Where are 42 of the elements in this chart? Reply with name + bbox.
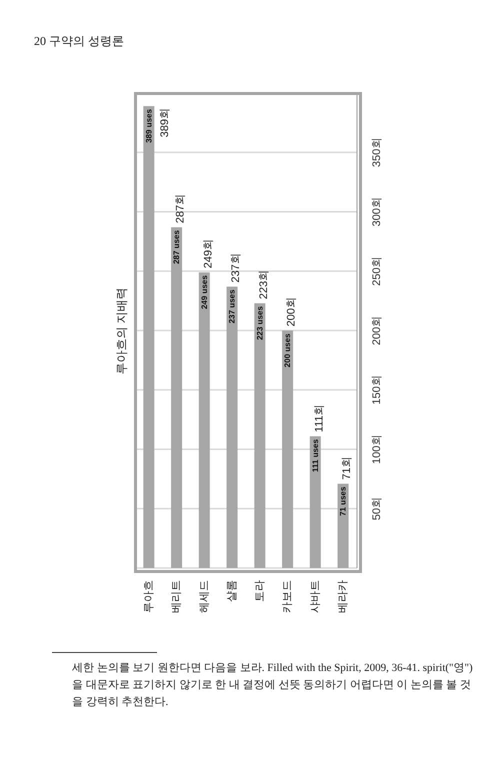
- y-tick-label: 50회: [371, 497, 383, 520]
- data-label: 389 uses: [144, 108, 154, 143]
- x-tick-label: 샬롬: [226, 580, 238, 602]
- data-label: 223 uses: [255, 306, 264, 340]
- data-label: 200 uses: [283, 332, 292, 368]
- x-tick-label: 베리트: [170, 580, 183, 613]
- annotation: 389회: [158, 108, 171, 138]
- text: 루아흐의 지배력: [114, 286, 130, 374]
- x-tick-label: 카보드: [282, 580, 294, 613]
- annotation: 287회: [174, 194, 187, 224]
- data-label: 237 uses: [228, 289, 237, 324]
- bar: [143, 106, 154, 568]
- bar: [338, 484, 349, 568]
- annotation: 237회: [230, 253, 242, 283]
- text: 20 구약의 성령론: [34, 33, 124, 50]
- y-tick-label: 100회: [371, 434, 383, 464]
- y-tick-label: 350회: [371, 138, 383, 168]
- annotation: 249회: [202, 238, 214, 268]
- y-tick-label: 150회: [371, 375, 383, 405]
- x-tick-label: 헤세드: [198, 580, 210, 613]
- annotation: 71회: [341, 456, 354, 480]
- x-tick-label: 베라카: [337, 580, 350, 613]
- annotation: 200회: [286, 297, 298, 326]
- x-tick-label: 토라: [254, 580, 266, 602]
- data-label: 249 uses: [200, 274, 209, 310]
- text: 세한 논의를 보기 원한다면 다음을 보라. Filled with the Spirit, 2009, 36-41. spirit("영")을 대문자로 표기하지 않기로 한 내 결정에 선뜻 동의하기 어렵다면 이 논의를 볼 것을 강력히 추천한다.: [72, 661, 474, 710]
- annotation: 223회: [258, 270, 270, 300]
- annotation: 111회: [313, 404, 326, 432]
- x-tick-label: 루아흐: [142, 580, 155, 613]
- bar: [282, 330, 294, 568]
- y-tick-label: 300회: [371, 197, 383, 226]
- y-tick-label: 250회: [371, 256, 383, 286]
- bar: [226, 286, 238, 568]
- bar: [310, 436, 321, 568]
- bar: [171, 227, 182, 568]
- data-label: 71 uses: [338, 486, 348, 516]
- bar: [198, 272, 210, 568]
- bar: [254, 303, 266, 568]
- data-label: 111 uses: [310, 438, 320, 472]
- x-tick-label: 샤바트: [309, 580, 322, 613]
- y-tick-label: 200회: [371, 316, 383, 346]
- data-label: 287 uses: [172, 230, 182, 264]
